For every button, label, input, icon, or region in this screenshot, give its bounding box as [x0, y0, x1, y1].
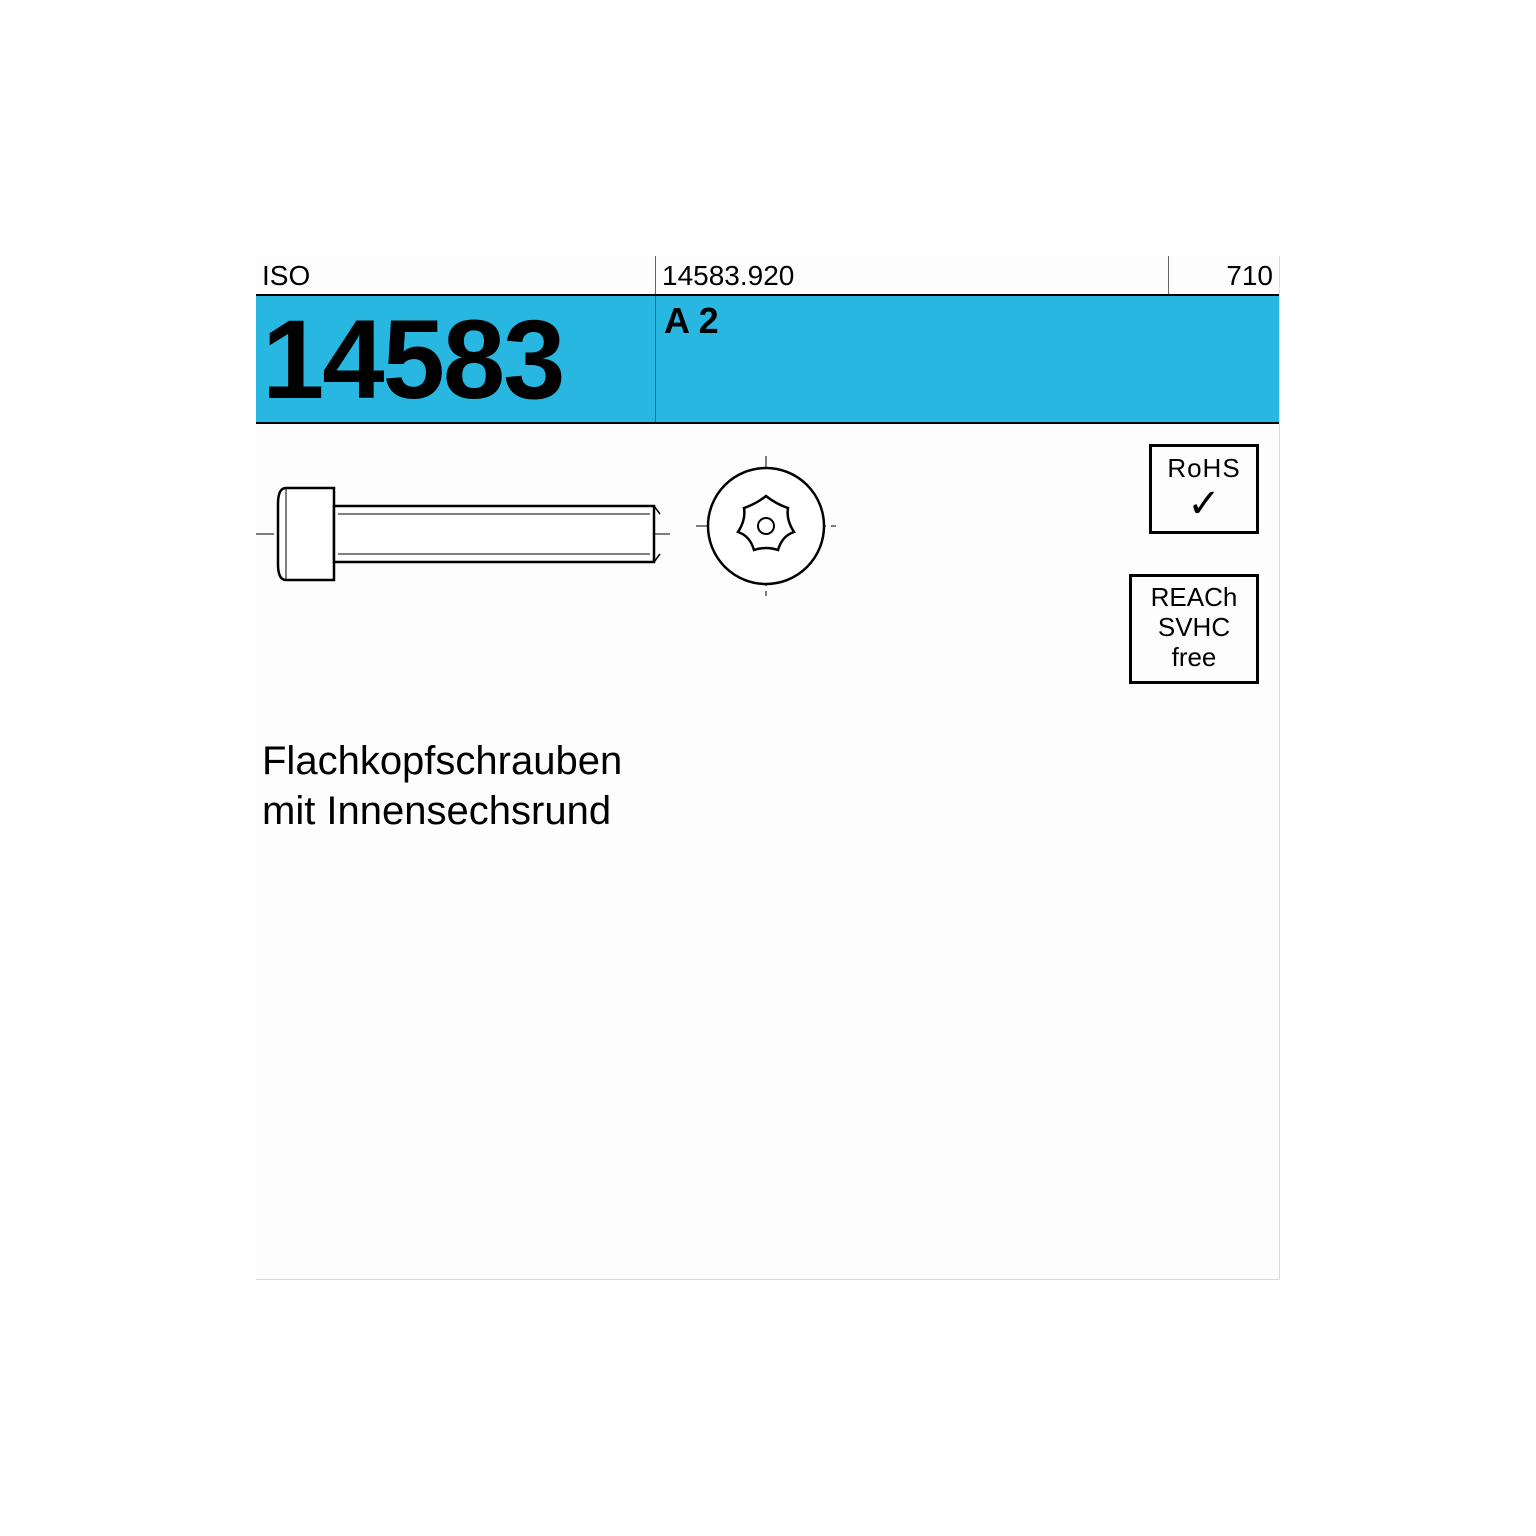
screw-front-view-icon — [696, 456, 836, 596]
iso-label: ISO — [256, 256, 656, 294]
description-line1: Flachkopfschrauben — [262, 736, 622, 786]
standard-number-cell: 14583 — [256, 296, 656, 422]
code-right: 710 — [1169, 256, 1279, 294]
reach-line2: SVHC — [1132, 613, 1256, 643]
product-label-sheet: ISO 14583.920 710 14583 A 2 — [256, 256, 1280, 1280]
rohs-badge: RoHS ✓ — [1149, 444, 1259, 534]
reach-badge: REACh SVHC free — [1129, 574, 1259, 684]
description-line2: mit Innensechsrund — [262, 786, 622, 836]
material-grade: A 2 — [656, 296, 1279, 422]
check-icon: ✓ — [1152, 484, 1256, 524]
standard-number: 14583 — [262, 295, 563, 424]
header-row-1: ISO 14583.920 710 — [256, 256, 1279, 296]
screw-side-view-icon — [256, 464, 676, 604]
product-description: Flachkopfschrauben mit Innensechsrund — [262, 736, 622, 836]
header-row-2: 14583 A 2 — [256, 296, 1279, 424]
reach-line3: free — [1132, 643, 1256, 673]
rohs-text: RoHS — [1152, 453, 1256, 484]
drawing-area: RoHS ✓ REACh SVHC free — [256, 424, 1279, 744]
part-number: 14583.920 — [656, 256, 1169, 294]
reach-line1: REACh — [1132, 583, 1256, 613]
